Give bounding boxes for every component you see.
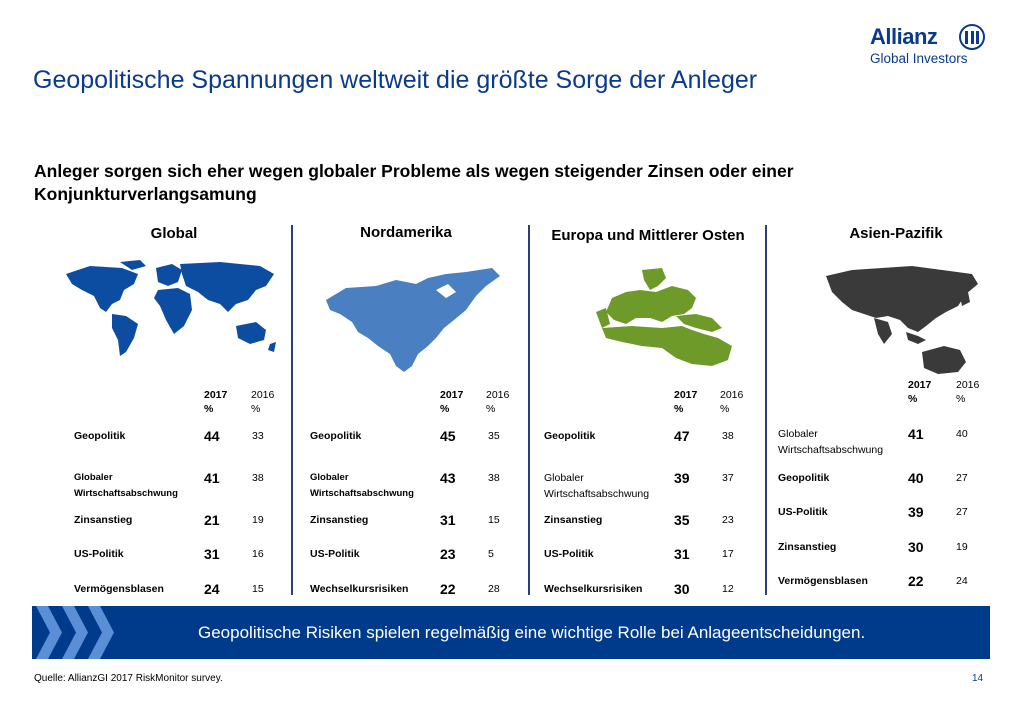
region-global: Global 2017 % 2016 % Geopolitik 44 33 Gl… bbox=[60, 222, 288, 602]
row-label: Globaler Wirtschaftsabschwung bbox=[778, 428, 884, 456]
header-2016: 2016 % bbox=[486, 389, 510, 415]
row-label: Globaler Wirtschaftsabschwung bbox=[74, 472, 178, 499]
value-2017: 44 bbox=[204, 428, 220, 444]
value-2017: 41 bbox=[204, 470, 220, 486]
value-2016: 33 bbox=[252, 430, 264, 442]
value-2016: 15 bbox=[252, 583, 264, 595]
value-2016: 19 bbox=[956, 541, 968, 553]
allianz-logo: Allianz Global Investors bbox=[870, 24, 990, 68]
value-2016: 35 bbox=[488, 430, 500, 442]
row-label: Geopolitik bbox=[778, 472, 830, 484]
value-2016: 16 bbox=[252, 548, 264, 560]
value-2017: 39 bbox=[908, 504, 924, 520]
value-2017: 45 bbox=[440, 428, 456, 444]
value-2017: 35 bbox=[674, 512, 690, 528]
value-2016: 38 bbox=[722, 430, 734, 442]
value-2017: 21 bbox=[204, 512, 220, 528]
header-2017: 2017 % bbox=[204, 389, 228, 415]
value-2017: 31 bbox=[674, 546, 690, 562]
row-label: US-Politik bbox=[778, 506, 828, 518]
region-title: Europa und Mittlerer Osten bbox=[551, 227, 745, 244]
value-2017: 39 bbox=[674, 470, 690, 486]
row-label: US-Politik bbox=[544, 548, 594, 560]
source-note: Quelle: AllianzGI 2017 RiskMonitor surve… bbox=[34, 673, 223, 684]
page-title: Geopolitische Spannungen weltweit die gr… bbox=[33, 66, 758, 94]
row-label: US-Politik bbox=[310, 548, 360, 560]
row-label: Globaler Wirtschaftsabschwung bbox=[310, 472, 414, 499]
region-title: Global bbox=[150, 225, 198, 242]
header-2017: 2017 % bbox=[440, 389, 464, 415]
row-label: Zinsanstieg bbox=[544, 514, 603, 526]
region-title: Asien-Pazifik bbox=[849, 225, 943, 242]
value-2016: 27 bbox=[956, 472, 968, 484]
asia-pacific-map-icon bbox=[826, 266, 978, 374]
conclusion-banner: Geopolitische Risiken spielen regelmäßig… bbox=[32, 606, 990, 659]
value-2016: 40 bbox=[956, 428, 968, 440]
value-2016: 28 bbox=[488, 583, 500, 595]
value-2017: 31 bbox=[440, 512, 456, 528]
value-2016: 17 bbox=[722, 548, 734, 560]
row-label: Zinsanstieg bbox=[778, 541, 837, 553]
column-divider bbox=[528, 225, 530, 595]
value-2016: 24 bbox=[956, 575, 968, 587]
value-2016: 38 bbox=[488, 472, 500, 484]
page-number: 14 bbox=[972, 673, 984, 684]
value-2017: 41 bbox=[908, 426, 924, 442]
row-label: Globaler Wirtschaftsabschwung bbox=[544, 472, 650, 500]
value-2016: 15 bbox=[488, 514, 500, 526]
column-divider bbox=[291, 225, 293, 595]
header-2017: 2017 % bbox=[908, 379, 932, 405]
europe-middle-east-map-icon bbox=[596, 268, 732, 366]
row-label: Geopolitik bbox=[310, 430, 362, 442]
value-2017: 30 bbox=[908, 539, 924, 555]
value-2016: 38 bbox=[252, 472, 264, 484]
row-label: Geopolitik bbox=[544, 430, 596, 442]
world-map-icon bbox=[66, 260, 276, 356]
value-2017: 31 bbox=[204, 546, 220, 562]
region-nordamerika: Nordamerika 2017 % 2016 % Geopolitik 45 … bbox=[296, 222, 526, 602]
value-2017: 30 bbox=[674, 581, 690, 597]
header-2016: 2016 % bbox=[251, 389, 275, 415]
value-2016: 37 bbox=[722, 472, 734, 484]
value-2016: 5 bbox=[488, 548, 494, 560]
allianz-eagle-icon bbox=[959, 24, 985, 50]
header-2016: 2016 % bbox=[720, 389, 744, 415]
column-divider bbox=[765, 225, 767, 595]
row-label: US-Politik bbox=[74, 548, 124, 560]
value-2017: 22 bbox=[440, 581, 456, 597]
value-2017: 22 bbox=[908, 573, 924, 589]
value-2017: 23 bbox=[440, 546, 456, 562]
value-2016: 12 bbox=[722, 583, 734, 595]
row-label: Geopolitik bbox=[74, 430, 126, 442]
row-label: Wechselkursrisiken bbox=[310, 583, 409, 595]
value-2017: 24 bbox=[204, 581, 220, 597]
row-label: Vermögensblasen bbox=[74, 583, 164, 595]
value-2017: 40 bbox=[908, 470, 924, 486]
value-2016: 23 bbox=[722, 514, 734, 526]
region-europa: Europa und Mittlerer Osten 2017 % 2016 %… bbox=[532, 222, 764, 602]
banner-text: Geopolitische Risiken spielen regelmäßig… bbox=[198, 623, 866, 642]
header-2017: 2017 % bbox=[674, 389, 698, 415]
region-title: Nordamerika bbox=[360, 224, 452, 241]
row-label: Zinsanstieg bbox=[74, 514, 133, 526]
value-2017: 47 bbox=[674, 428, 690, 444]
page-subtitle: Anleger sorgen sich eher wegen globaler … bbox=[34, 161, 794, 204]
north-america-map-icon bbox=[326, 268, 500, 372]
row-label: Zinsanstieg bbox=[310, 514, 369, 526]
value-2016: 27 bbox=[956, 506, 968, 518]
chevron-right-icon bbox=[36, 606, 114, 659]
value-2016: 19 bbox=[252, 514, 264, 526]
row-label: Vermögensblasen bbox=[778, 575, 868, 587]
row-label: Wechselkursrisiken bbox=[544, 583, 643, 595]
brand-name: Allianz bbox=[870, 24, 938, 49]
brand-sub: Global Investors bbox=[870, 51, 968, 66]
header-2016: 2016 % bbox=[956, 379, 980, 405]
region-asien: Asien-Pazifik 2017 % 2016 % Globaler Wir… bbox=[768, 222, 1004, 602]
value-2017: 43 bbox=[440, 470, 456, 486]
